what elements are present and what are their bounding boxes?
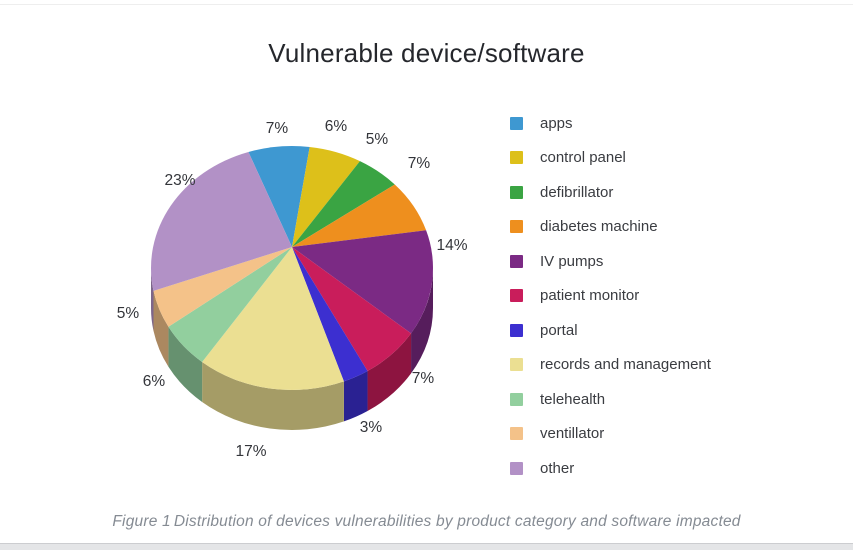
figure-caption: Figure 1 Distribution of devices vulnerab…: [0, 513, 853, 531]
pie-slice-rim: [411, 268, 433, 374]
legend-item-label: defibrillator: [540, 183, 614, 201]
legend-item-label: ventillator: [540, 425, 605, 442]
legend-swatch: [510, 392, 523, 406]
legend-swatch: [510, 427, 523, 440]
pie-slice: [292, 247, 412, 372]
legend-item: apps: [510, 113, 711, 133]
slice-percent-label: 17%: [235, 443, 266, 460]
legend-item: telehealth: [510, 389, 711, 409]
pie-slice: [168, 247, 292, 362]
legend-swatch: [510, 220, 523, 233]
legend-item: diabetes machine: [510, 217, 711, 237]
legend-item: defibrillator: [510, 182, 711, 202]
pie-slice-rim: [153, 290, 169, 367]
slice-percent-label: 7%: [266, 120, 289, 137]
chart-title: Vulnerable device/software: [268, 38, 585, 68]
figure-caption-text: Distribution of devices vulnerabilities …: [173, 513, 741, 530]
legend-swatch: [510, 116, 523, 130]
pie-slice: [292, 184, 427, 247]
legend-item-label: diabetes machine: [540, 218, 658, 235]
legend-item-label: portal: [540, 321, 578, 339]
pie-slice: [292, 146, 360, 247]
legend-item-label: patient monitor: [540, 287, 640, 304]
bottom-bar: [0, 543, 853, 550]
legend: apps control panel defibrillator diabetes m…: [510, 113, 711, 493]
pie-slice: [248, 145, 310, 247]
top-divider: [0, 4, 853, 5]
pie-slice: [153, 247, 292, 327]
slice-percent-label: 23%: [164, 172, 195, 189]
pie-slice-rim: [168, 326, 203, 402]
pie-slice: [292, 161, 395, 247]
legend-item: other: [510, 458, 711, 478]
legend-swatch: [510, 323, 523, 337]
slice-percent-label: 6%: [325, 118, 348, 135]
legend-item-label: control panel: [540, 149, 626, 166]
slice-percent-label: 7%: [408, 155, 431, 172]
legend-swatch: [510, 358, 523, 371]
pie-slice-rim: [151, 268, 154, 331]
pie-slice: [292, 230, 434, 334]
legend-item-label: telehealth: [540, 390, 606, 408]
legend-swatch: [510, 289, 523, 302]
legend-swatch: [510, 151, 523, 164]
pie-slice-rim: [343, 371, 368, 422]
slice-percent-label: 6%: [143, 373, 166, 390]
figure-caption-prefix: Figure 1: [112, 513, 171, 530]
legend-item-label: other: [540, 459, 575, 477]
legend-item-label: IV pumps: [540, 252, 604, 270]
pie-slice-rim: [367, 333, 412, 412]
legend-item-label: records and management: [540, 356, 711, 373]
pie-slice: [292, 247, 368, 382]
legend-item: IV pumps: [510, 251, 711, 271]
legend-swatch: [510, 185, 523, 199]
legend-item-label: apps: [540, 114, 573, 132]
slice-percent-label: 14%: [436, 237, 467, 254]
slice-percent-label: 5%: [366, 131, 389, 148]
legend-swatch: [510, 254, 523, 268]
slice-percent-label: 3%: [360, 419, 383, 436]
legend-item: records and management: [510, 355, 711, 375]
legend-item: patient monitor: [510, 286, 711, 306]
legend-item: ventillator: [510, 424, 711, 444]
pie-slice: [202, 247, 344, 390]
legend-item: portal: [510, 320, 711, 340]
slice-percent-label: 5%: [117, 305, 140, 322]
slice-percent-label: 7%: [412, 370, 435, 387]
pie-slice: [151, 151, 292, 291]
legend-swatch: [510, 461, 523, 475]
legend-item: control panel: [510, 148, 711, 168]
pie-slice-rim: [202, 362, 344, 430]
